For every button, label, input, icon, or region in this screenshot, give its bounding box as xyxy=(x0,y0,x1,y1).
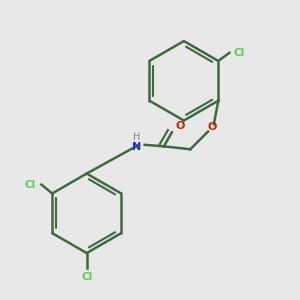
Text: Cl: Cl xyxy=(234,48,245,58)
Text: H: H xyxy=(133,133,140,142)
Text: Cl: Cl xyxy=(81,272,92,282)
Text: N: N xyxy=(132,142,141,152)
Text: O: O xyxy=(208,122,217,132)
Text: O: O xyxy=(176,121,185,131)
Text: Cl: Cl xyxy=(24,180,35,190)
